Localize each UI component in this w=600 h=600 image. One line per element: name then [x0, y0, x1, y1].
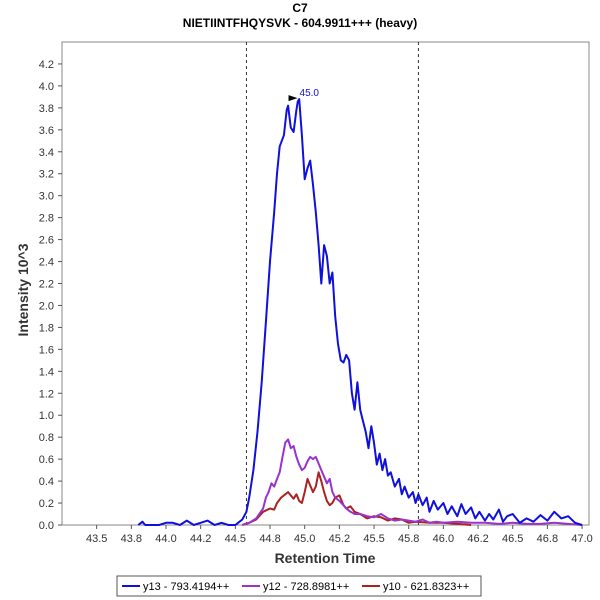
x-tick-label: 44.8 [259, 533, 280, 545]
peak-annotation: 45.0 [288, 88, 320, 102]
y-axis-label: Intensity 10^3 [15, 243, 31, 336]
legend-label: y10 - 621.8323++ [383, 581, 469, 593]
legend-box [116, 575, 482, 597]
y-tick-label: 4.0 [39, 81, 54, 93]
x-tick-label: 46.8 [537, 533, 558, 545]
x-tick-label: 44.0 [155, 533, 176, 545]
y-tick-label: 0.0 [39, 520, 54, 532]
y-tick-label: 2.0 [39, 300, 54, 312]
series-line [137, 98, 583, 526]
x-tick-label: 44.5 [225, 533, 246, 545]
x-tick-label: 45.0 [294, 533, 315, 545]
series-line [241, 438, 583, 526]
y-tick-label: 1.4 [39, 366, 54, 378]
x-tick-label: 47.0 [571, 533, 592, 545]
y-tick-label: 0.6 [39, 454, 54, 466]
x-tick-label: 46.0 [433, 533, 454, 545]
y-tick-label: 1.0 [39, 410, 54, 422]
x-tick-label: 46.5 [502, 533, 523, 545]
chart-subtitle: NIETIINTFHQYSVK - 604.9911+++ (heavy) [183, 16, 417, 30]
y-tick-label: 3.0 [39, 191, 54, 203]
chart-title: C7 [292, 1, 308, 15]
x-tick-label: 44.2 [190, 533, 211, 545]
y-tick-label: 2.2 [39, 279, 54, 291]
y-tick-label: 0.2 [39, 498, 54, 510]
y-tick-label: 2.4 [39, 257, 54, 269]
y-tick-label: 2.6 [39, 235, 54, 247]
x-tick-label: 46.2 [467, 533, 488, 545]
x-axis-label: Retention Time [275, 550, 376, 566]
peak-label: 45.0 [300, 88, 320, 99]
plot-area [61, 41, 590, 526]
legend-label: y13 - 793.4194++ [143, 581, 229, 593]
legend-label: y12 - 728.8981++ [263, 581, 349, 593]
y-tick-label: 4.2 [39, 59, 54, 71]
y-tick-label: 3.8 [39, 103, 54, 115]
peak-marker-icon [288, 95, 298, 102]
y-axis: 0.0 0.2 0.4 0.6 0.8 1.0 1.2 1.4 1.6 1.8 2.0 2.2 2.4 2… [39, 59, 62, 532]
y-tick-label: 1.8 [39, 322, 54, 334]
y-tick-label: 1.2 [39, 388, 54, 400]
x-tick-label: 45.5 [363, 533, 384, 545]
legend: y13 - 793.4194++ y12 - 728.8981++ y10 - 62… [116, 575, 482, 597]
y-tick-label: 3.4 [39, 147, 54, 159]
y-tick-label: 0.4 [39, 476, 54, 488]
integration-bounds [245, 42, 419, 525]
x-axis: 43.5 43.8 44.0 44.2 44.5 44.8 45.0 45.2 45.5 45.8… [86, 525, 593, 545]
x-tick-label: 45.8 [398, 533, 419, 545]
y-tick-label: 3.6 [39, 125, 54, 137]
y-tick-label: 0.8 [39, 432, 54, 444]
x-tick-label: 43.5 [86, 533, 107, 545]
y-tick-label: 3.2 [39, 169, 54, 181]
x-tick-label: 45.2 [329, 533, 350, 545]
x-tick-label: 43.8 [121, 533, 142, 545]
series-group [137, 98, 583, 526]
y-tick-label: 2.8 [39, 213, 54, 225]
y-tick-label: 1.6 [39, 344, 54, 356]
